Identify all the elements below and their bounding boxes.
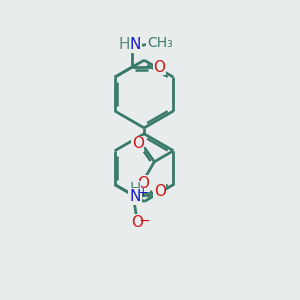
Text: N: N xyxy=(130,189,141,204)
Text: N: N xyxy=(129,37,141,52)
Text: H: H xyxy=(118,37,130,52)
Text: O: O xyxy=(131,215,143,230)
Text: O: O xyxy=(137,176,149,191)
Text: H: H xyxy=(129,182,141,197)
Text: O: O xyxy=(154,184,166,199)
Text: O: O xyxy=(154,60,166,75)
Text: −: − xyxy=(139,214,150,228)
Text: CH₃: CH₃ xyxy=(147,36,173,50)
Text: +: + xyxy=(137,186,148,199)
Text: O: O xyxy=(132,136,144,151)
